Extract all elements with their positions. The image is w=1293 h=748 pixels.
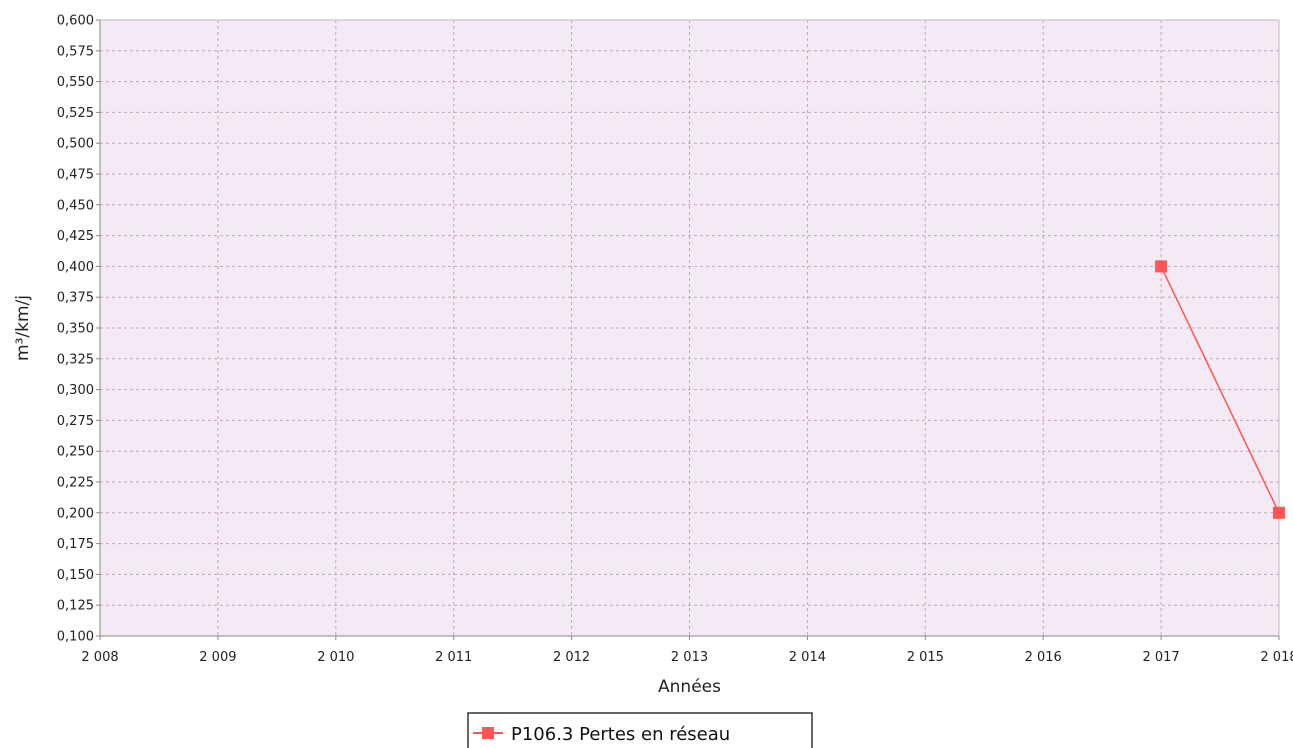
x-tick-label: 2 016 <box>1025 650 1062 665</box>
legend-box <box>467 712 813 748</box>
x-tick-label: 2 018 <box>1260 650 1293 665</box>
x-tick-label: 2 013 <box>671 650 708 665</box>
y-tick-label: 0,550 <box>57 75 94 90</box>
legend-marker-icon <box>482 727 494 739</box>
y-tick-label: 0,450 <box>57 198 94 213</box>
y-tick-label: 0,525 <box>57 106 94 121</box>
x-tick-label: 2 008 <box>81 650 118 665</box>
y-tick-label: 0,500 <box>57 137 94 152</box>
y-tick-label: 0,275 <box>57 414 94 429</box>
y-tick-label: 0,175 <box>57 537 94 552</box>
y-tick-label: 0,100 <box>57 630 94 645</box>
y-tick-label: 0,200 <box>57 506 94 521</box>
y-tick-label: 0,150 <box>57 568 94 583</box>
x-tick-label: 2 011 <box>435 650 472 665</box>
y-tick-label: 0,475 <box>57 168 94 183</box>
y-tick-label: 0,425 <box>57 229 94 244</box>
legend: P106.3 Pertes en réseau <box>467 712 813 748</box>
x-tick-label: 2 009 <box>199 650 236 665</box>
data-point <box>1155 260 1168 273</box>
y-tick-label: 0,400 <box>57 260 94 275</box>
y-axis-ticks: 0,100 0,125 0,150 0,175 0,200 0,225 0,250 0,275… <box>57 14 100 645</box>
y-tick-label: 0,325 <box>57 352 94 367</box>
grid-lines <box>99 19 1280 637</box>
y-axis-title: m³/km/j <box>13 295 33 361</box>
data-point <box>1273 506 1285 519</box>
y-tick-label: 0,125 <box>57 599 94 614</box>
y-tick-label: 0,250 <box>57 445 94 460</box>
y-tick-label: 0,575 <box>57 44 94 59</box>
x-axis-ticks: 2 008 2 009 2 010 2 011 2 012 2 013 2 014 2 015… <box>81 636 1293 665</box>
y-tick-label: 0,375 <box>57 291 94 306</box>
series-line <box>1160 266 1280 514</box>
x-tick-label: 2 012 <box>553 650 590 665</box>
y-tick-label: 0,225 <box>57 476 94 491</box>
y-tick-label: 0,300 <box>57 383 94 398</box>
y-tick-label: 0,350 <box>57 322 94 337</box>
x-tick-label: 2 015 <box>907 650 944 665</box>
x-tick-label: 2 017 <box>1142 650 1179 665</box>
series-layer <box>1155 260 1285 519</box>
x-tick-label: 2 010 <box>317 650 354 665</box>
y-tick-label: 0,600 <box>57 14 94 29</box>
x-tick-label: 2 014 <box>789 650 826 665</box>
legend-label: P106.3 Pertes en réseau <box>511 724 730 745</box>
x-axis-title: Années <box>658 677 721 697</box>
